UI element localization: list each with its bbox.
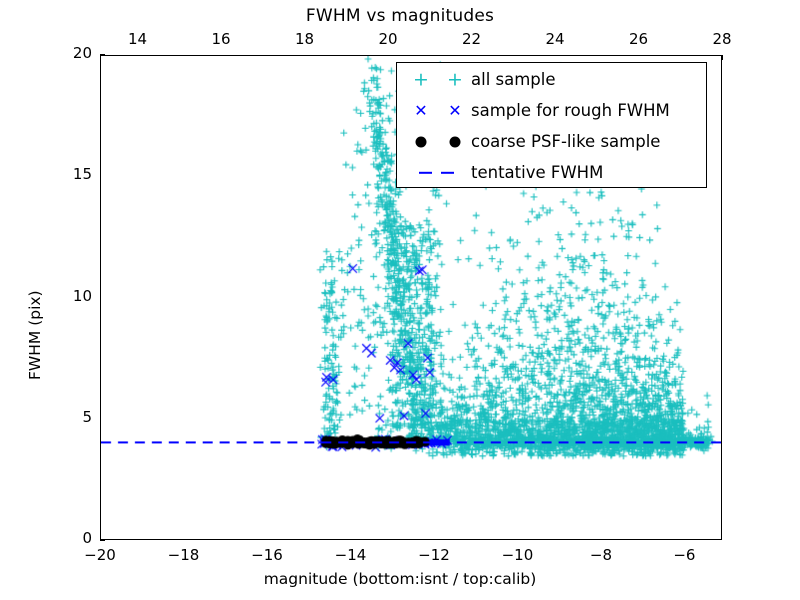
y-tick-label: 0 [82, 529, 92, 547]
x-tick-label-top: 14 [128, 30, 148, 48]
x-tick-mark-top [722, 55, 724, 60]
x-tick-label-top: 16 [211, 30, 231, 48]
x-tick-label-bottom: −14 [334, 546, 367, 564]
y-tick-label: 15 [72, 165, 92, 184]
chart-title: FWHM vs magnitudes [305, 6, 495, 26]
x-tick-label-bottom: −18 [167, 546, 200, 564]
x-tick-label-bottom: −6 [673, 546, 696, 564]
legend-label: tentative FWHM [471, 163, 604, 182]
legend-label: all sample [471, 70, 556, 89]
legend-label: sample for rough FWHM [471, 101, 670, 120]
x-tick-label-top: 22 [461, 30, 482, 48]
y-tick-label: 20 [72, 44, 92, 62]
legend-item[interactable]: tentative FWHM [397, 157, 706, 188]
legend: + + all sample ✕ ✕ sample for rough FWHM coars… [396, 62, 707, 188]
x-tick-label-top: 28 [712, 30, 732, 48]
x-tick-label-top: 24 [545, 30, 565, 48]
y-tick-label: 5 [82, 407, 92, 426]
x-tick-label-bottom: −20 [84, 546, 116, 564]
x-tick-label-bottom: −10 [501, 546, 534, 564]
legend-marker-cross-icon: ✕ ✕ [414, 100, 462, 120]
x-axis-label: magnitude (bottom:isnt / top:calib) [263, 570, 537, 588]
legend-marker-plus-icon: + + [413, 68, 463, 90]
y-tick-mark [100, 539, 105, 541]
x-tick-label-top: 20 [378, 30, 398, 48]
legend-item[interactable]: + + all sample [397, 64, 706, 95]
legend-label: coarse PSF-like sample [471, 132, 661, 151]
x-tick-label-bottom: −12 [418, 546, 450, 564]
legend-item[interactable]: coarse PSF-like sample [397, 126, 706, 157]
x-tick-label-bottom: −8 [589, 546, 612, 564]
x-tick-label-bottom: −16 [251, 546, 283, 564]
legend-item[interactable]: ✕ ✕ sample for rough FWHM [397, 95, 706, 126]
legend-marker-dashed-line-icon [405, 157, 471, 188]
legend-marker-dot-icon [405, 126, 471, 157]
x-tick-label-top: 18 [295, 30, 315, 48]
x-tick-label-top: 26 [628, 30, 649, 48]
y-tick-label: 10 [72, 286, 92, 305]
